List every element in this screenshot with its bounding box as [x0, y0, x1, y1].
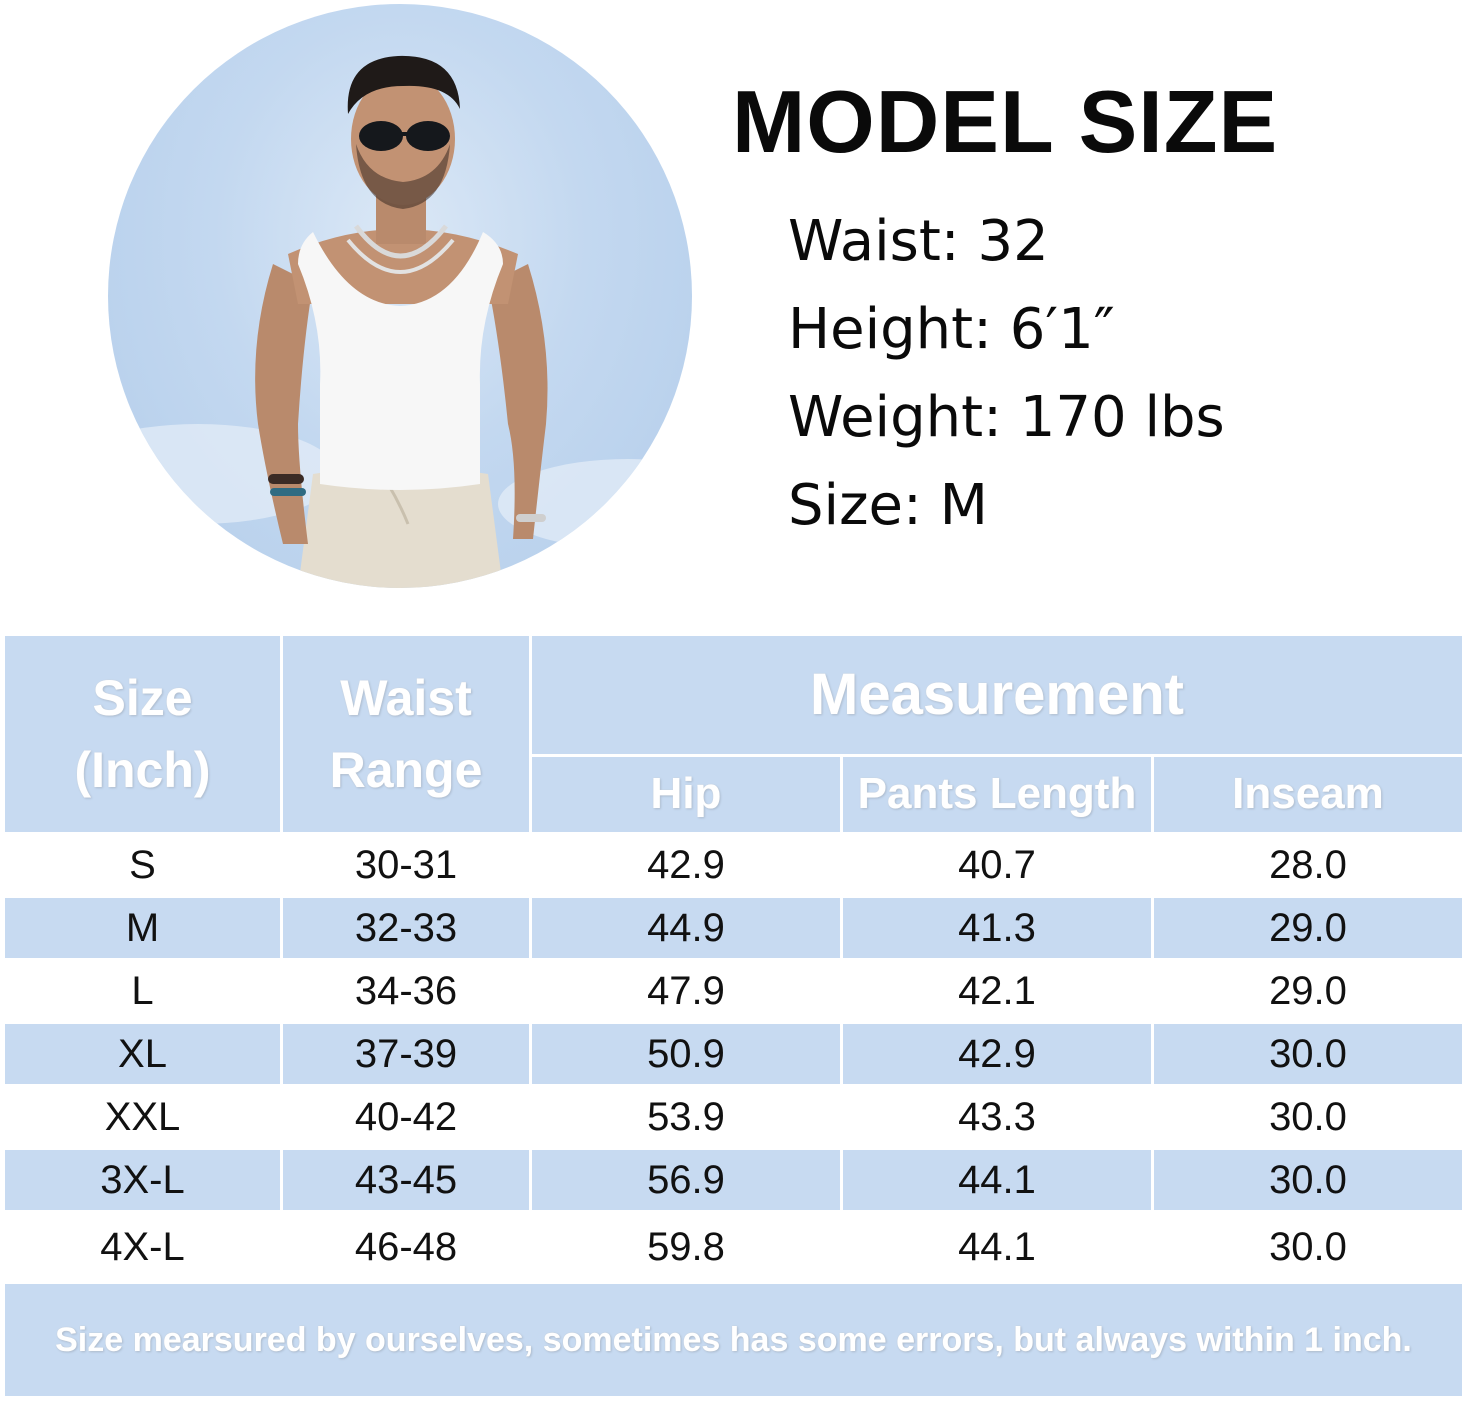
header-size-line1: Size — [92, 670, 193, 726]
cell-waist: 40-42 — [280, 1084, 532, 1150]
table-footnote-row: Size mearsured by ourselves, sometimes h… — [2, 1281, 1464, 1399]
cell-hip: 47.9 — [529, 958, 843, 1024]
cell-length: 41.3 — [840, 895, 1154, 961]
cell-waist: 43-45 — [280, 1147, 532, 1213]
cell-inseam: 29.0 — [1151, 958, 1464, 1024]
cell-waist: 34-36 — [280, 958, 532, 1024]
cell-inseam: 30.0 — [1151, 1210, 1464, 1284]
table-header-row-2: Hip Pants Length Inseam — [4, 753, 1464, 836]
table-row: XL 37-39 50.9 42.9 30.0 — [2, 1021, 1464, 1087]
cell-length: 44.1 — [840, 1147, 1154, 1213]
model-size-title: MODEL SIZE — [732, 72, 1279, 171]
header-waist-line1: Waist — [340, 670, 472, 726]
cell-inseam: 30.0 — [1151, 1084, 1464, 1150]
cell-inseam: 30.0 — [1151, 1147, 1464, 1213]
cell-size: 3X-L — [2, 1147, 283, 1213]
cell-length: 42.9 — [840, 1021, 1154, 1087]
table-row: S 30-31 42.9 40.7 28.0 — [2, 832, 1464, 898]
cell-waist: 32-33 — [280, 895, 532, 961]
cell-length: 43.3 — [840, 1084, 1154, 1150]
cell-length: 42.1 — [840, 958, 1154, 1024]
header-measurement: Measurement — [529, 633, 1464, 757]
cell-length: 40.7 — [840, 832, 1154, 898]
cell-waist: 30-31 — [280, 832, 532, 898]
table-row: M 32-33 44.9 41.3 29.0 — [2, 895, 1464, 961]
header-size: Size (Inch) — [2, 633, 283, 835]
cell-hip: 50.9 — [529, 1021, 843, 1087]
cell-length: 44.1 — [840, 1210, 1154, 1284]
header-hip: Hip — [529, 753, 843, 836]
cell-size: 4X-L — [2, 1210, 283, 1284]
cell-hip: 59.8 — [529, 1210, 843, 1284]
size-footnote: Size mearsured by ourselves, sometimes h… — [2, 1281, 1464, 1399]
model-photo — [108, 4, 692, 588]
cell-size: XXL — [2, 1084, 283, 1150]
cell-size: M — [2, 895, 283, 961]
cell-inseam: 30.0 — [1151, 1021, 1464, 1087]
cell-size: L — [2, 958, 283, 1024]
cell-size: XL — [2, 1021, 283, 1087]
header-inseam: Inseam — [1151, 753, 1464, 836]
model-waist: Waist: 32 — [788, 209, 1049, 274]
cell-waist: 46-48 — [280, 1210, 532, 1284]
model-height: Height: 6′1″ — [788, 297, 1115, 362]
size-chart-table: Size (Inch) Waist Range Measurement Hip … — [2, 633, 1464, 1399]
cell-inseam: 28.0 — [1151, 832, 1464, 898]
table-row: XXL 40-42 53.9 43.3 30.0 — [2, 1084, 1464, 1150]
cell-hip: 56.9 — [529, 1147, 843, 1213]
model-stats-list: Waist: 32 Height: 6′1″ Weight: 170 lbs S… — [788, 198, 1225, 550]
cell-waist: 37-39 — [280, 1021, 532, 1087]
table-row: 3X-L 43-45 56.9 44.1 30.0 — [2, 1147, 1464, 1213]
table-header-row-1: Size (Inch) Waist Range Measurement — [2, 633, 1464, 835]
cell-hip: 44.9 — [529, 895, 843, 961]
model-weight: Weight: 170 lbs — [788, 385, 1225, 450]
cell-hip: 42.9 — [529, 832, 843, 898]
model-figure — [108, 55, 692, 588]
cell-hip: 53.9 — [529, 1084, 843, 1150]
cell-size: S — [2, 832, 283, 898]
table-row: 4X-L 46-48 59.8 44.1 30.0 — [2, 1210, 1464, 1284]
header-size-line2: (Inch) — [74, 742, 211, 798]
table-row: L 34-36 47.9 42.1 29.0 — [2, 958, 1464, 1024]
header-waist-line2: Range — [329, 742, 483, 798]
header-pants-length: Pants Length — [840, 753, 1154, 836]
model-size: Size: M — [788, 473, 988, 538]
header-waist-range: Waist Range — [280, 633, 532, 835]
cell-inseam: 29.0 — [1151, 895, 1464, 961]
